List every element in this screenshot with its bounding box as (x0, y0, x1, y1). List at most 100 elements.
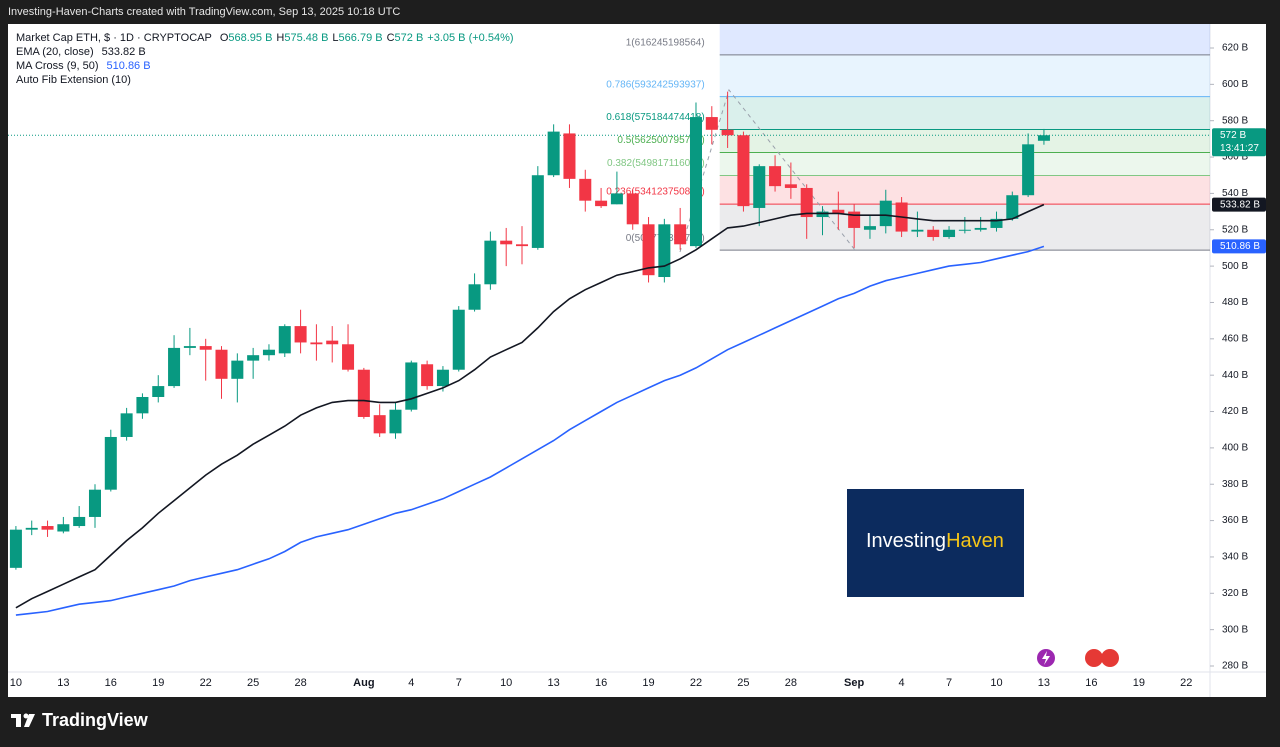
price-tag (1212, 197, 1266, 212)
candle-body (136, 396, 149, 414)
x-tick-label: 28 (785, 677, 797, 689)
price-tag-label: 510.86 B (1220, 241, 1260, 252)
candle-body (199, 346, 212, 350)
x-tick-label: 16 (595, 677, 607, 689)
logo-part (23, 713, 29, 719)
fib-label: 1(616245198564) (626, 37, 705, 48)
candle-body (41, 526, 54, 530)
x-tick-label: 19 (1133, 677, 1145, 689)
legend-key: O (220, 32, 229, 44)
logo-part (16, 714, 21, 727)
legend-series-name: EMA (20, close) (16, 46, 94, 58)
candle-body (1037, 135, 1050, 141)
candle-body (484, 240, 497, 285)
candle-body (1022, 144, 1035, 196)
y-tick-label: 600 B (1222, 79, 1248, 90)
candle-body (879, 200, 892, 227)
candle-body (342, 344, 355, 370)
fib-zone (719, 129, 1210, 153)
legend-line: EMA (20, close) 533.82 B (16, 46, 146, 58)
candle-body (183, 346, 196, 348)
x-tick-label: 25 (247, 677, 259, 689)
candle-body (168, 347, 181, 387)
candle-body (705, 117, 718, 130)
candle-body (57, 524, 70, 532)
candle-body (832, 209, 845, 214)
candle-body (215, 349, 228, 379)
y-tick-label: 540 B (1222, 188, 1248, 199)
fib-zone (719, 152, 1210, 176)
candle-body (642, 224, 655, 276)
x-tick-label: 16 (1085, 677, 1097, 689)
fib-zone (719, 96, 1210, 130)
y-tick-label: 420 B (1222, 406, 1248, 417)
y-tick-label: 340 B (1222, 552, 1248, 563)
candle-body (784, 184, 797, 188)
legend-line: Market Cap ETH, $ · 1D · CRYPTOCAP O568.9… (16, 32, 514, 44)
fib-zone (719, 175, 1210, 205)
fib-label: 0.618(575184474418) (606, 112, 704, 123)
candle-body (389, 409, 402, 434)
candle-body (468, 284, 481, 310)
candle-body (278, 326, 291, 354)
legend-series-value: 510.86 B (107, 60, 151, 72)
y-tick-label: 520 B (1222, 224, 1248, 235)
candle-body (294, 326, 307, 343)
x-tick-label: 7 (456, 677, 462, 689)
x-tick-label: 10 (990, 677, 1002, 689)
y-tick-label: 480 B (1222, 297, 1248, 308)
candle-body (152, 386, 165, 397)
candle-body (974, 227, 987, 230)
candle-body (863, 226, 876, 230)
watermark-box (847, 489, 1024, 597)
candle-body (247, 355, 260, 361)
x-tick-label: 4 (408, 677, 414, 689)
logo-part (24, 714, 35, 727)
candle-body (579, 178, 592, 201)
legend-key: H (276, 32, 284, 44)
candle-body (531, 175, 544, 248)
candle-body (310, 342, 323, 345)
legend-change: +3.05 B (+0.54%) (427, 32, 513, 44)
legend-value: 575.48 B (284, 32, 328, 44)
candle-body (326, 340, 339, 345)
candle-body (689, 117, 702, 247)
y-tick-label: 280 B (1222, 661, 1248, 672)
candle-body (104, 436, 117, 490)
y-tick-label: 380 B (1222, 479, 1248, 490)
x-tick-label: 7 (946, 677, 952, 689)
x-tick-label: 22 (200, 677, 212, 689)
candle-body (120, 413, 133, 437)
header-title: Investing-Haven-Charts created with Trad… (8, 6, 401, 18)
fib-label: 0.786(593242593937) (606, 79, 704, 90)
y-tick-label: 580 B (1222, 115, 1248, 126)
y-tick-label: 560 B (1222, 152, 1248, 163)
candle-body (88, 489, 101, 517)
x-tick-label: 22 (690, 677, 702, 689)
flag-icon[interactable] (1085, 649, 1103, 667)
fib-zone (719, 24, 1210, 55)
y-tick-label: 360 B (1222, 515, 1248, 526)
x-tick-label: 28 (294, 677, 306, 689)
legend-line: Auto Fib Extension (10) (16, 74, 131, 86)
x-tick-label: 19 (642, 677, 654, 689)
indicator-line (15, 203, 1045, 609)
candle-body (595, 200, 608, 207)
candle-body (769, 166, 782, 187)
watermark-second: Haven (946, 530, 1004, 552)
y-tick-label: 440 B (1222, 370, 1248, 381)
x-tick-label: 13 (548, 677, 560, 689)
candle-body (990, 218, 1003, 228)
plot-layer (8, 91, 1210, 616)
candle-body (610, 193, 623, 205)
candle-body (9, 529, 22, 568)
watermark-text: InvestingHaven (866, 530, 1004, 552)
candle-body (800, 187, 813, 218)
x-tick-label: 19 (152, 677, 164, 689)
x-tick-label: 10 (500, 677, 512, 689)
price-tag (1212, 239, 1266, 254)
flag-icon[interactable] (1101, 649, 1119, 667)
legend-symbol: Market Cap ETH, $ · 1D · CRYPTOCAP (16, 32, 212, 44)
x-tick-label: 4 (899, 677, 905, 689)
